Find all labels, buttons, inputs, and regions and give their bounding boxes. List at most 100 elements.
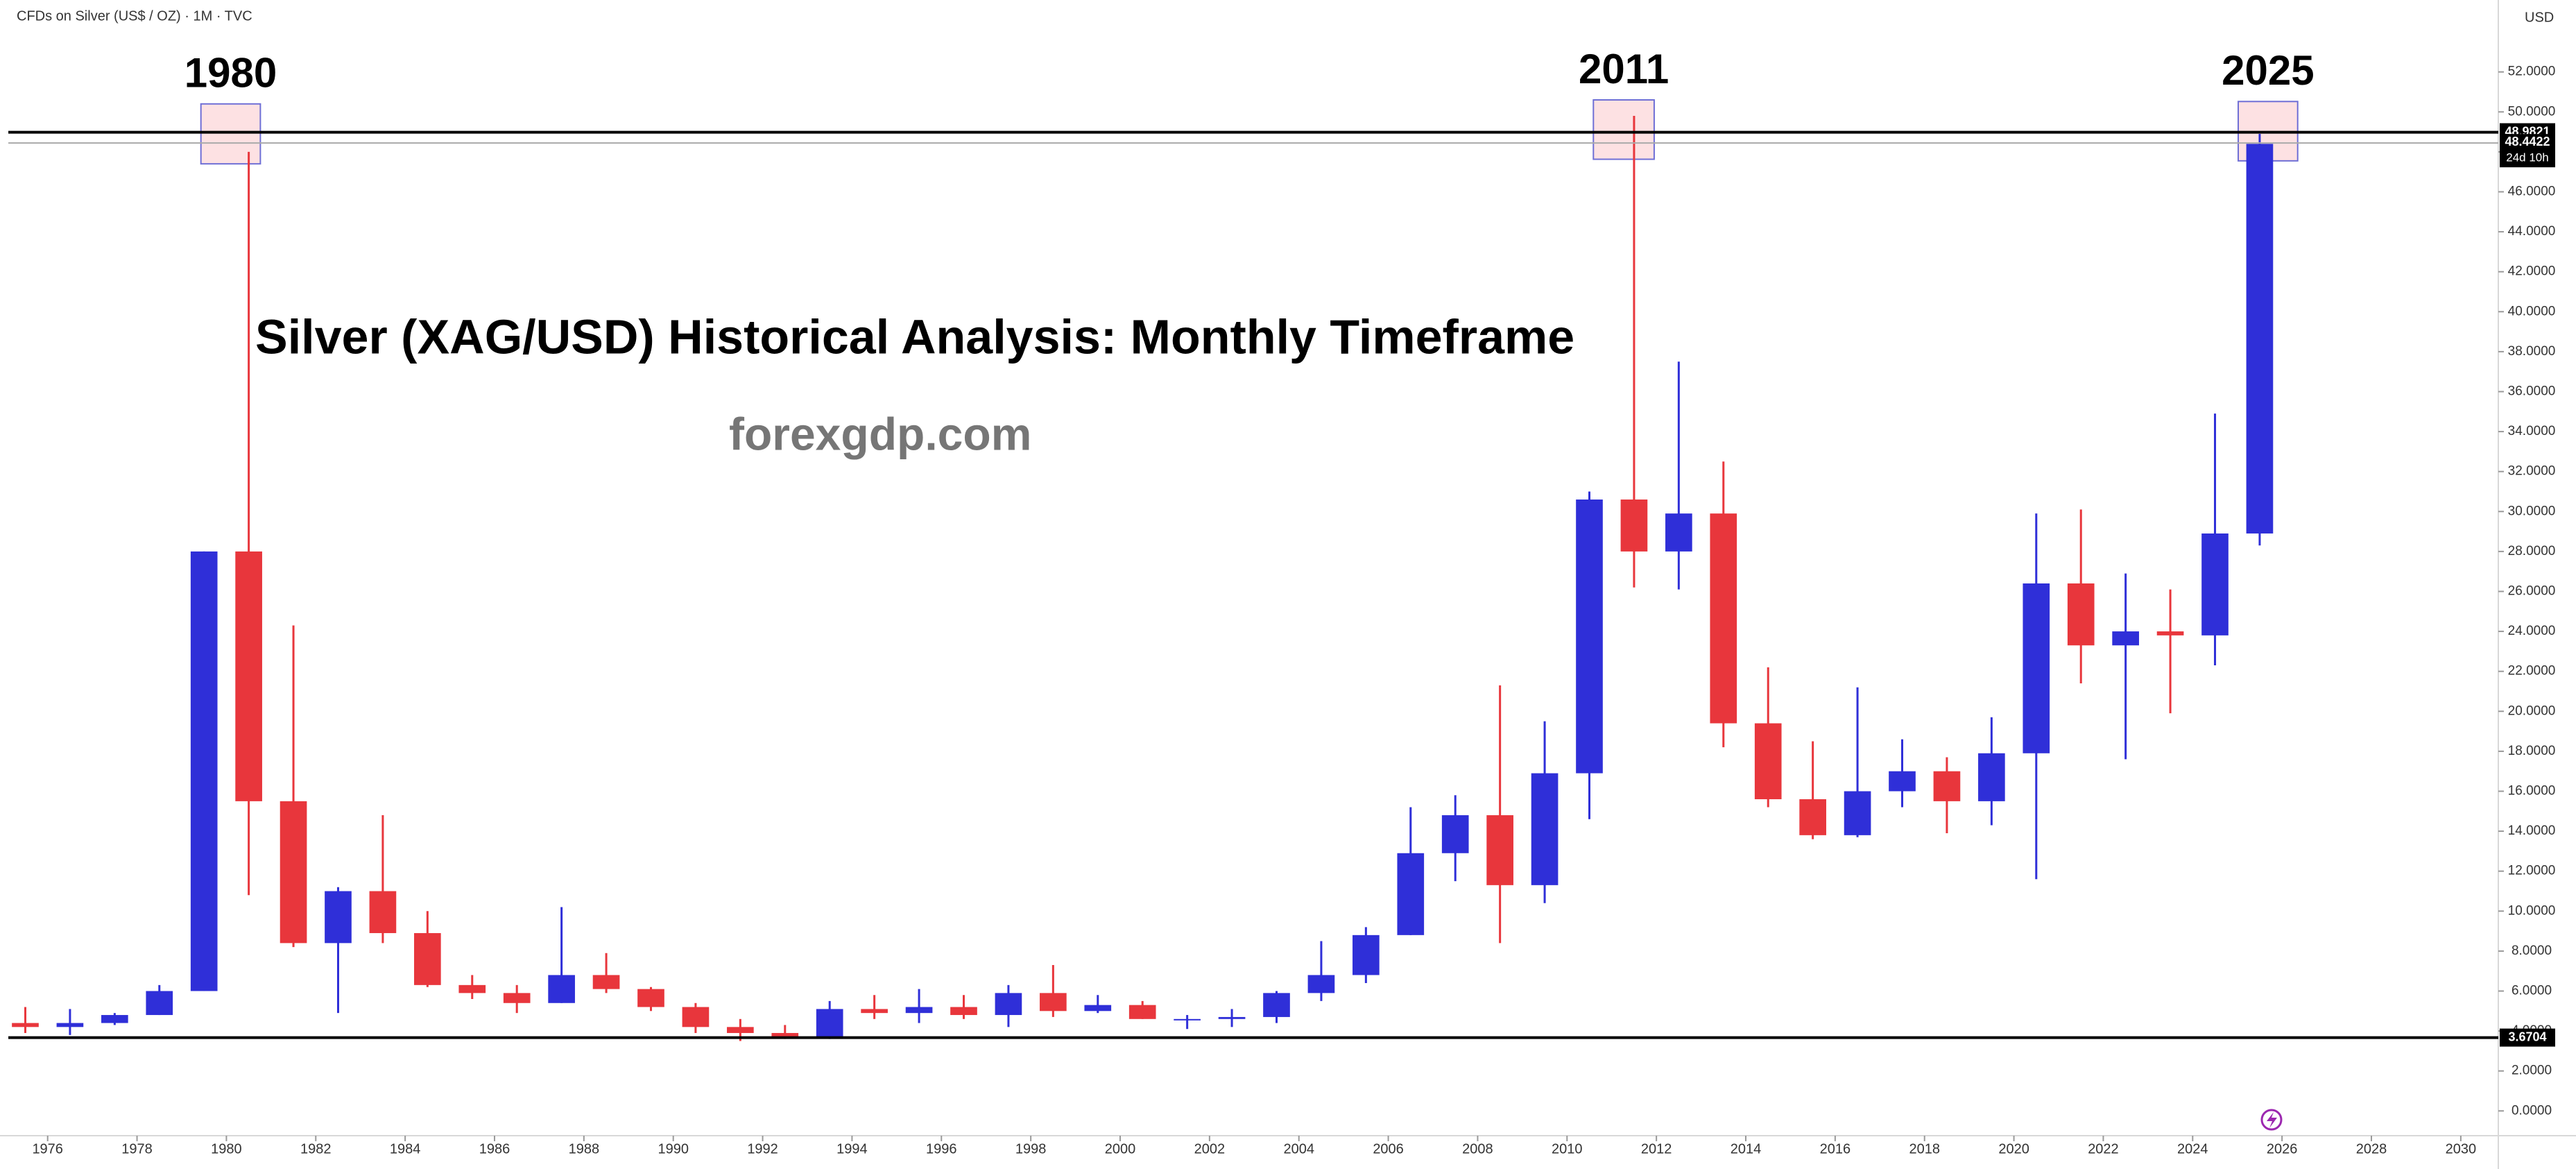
candle-body [146, 991, 173, 1016]
candle-body [190, 551, 218, 991]
y-tick-label: 0.0000 [2511, 1103, 2552, 1118]
candle-body [1620, 500, 1648, 552]
x-tick-label: 1976 [32, 1141, 63, 1157]
y-tick-label: 30.0000 [2508, 504, 2556, 518]
candle-body [816, 1009, 843, 1037]
y-tick-label: 2.0000 [2511, 1064, 2552, 1078]
candle-body [1218, 1016, 1246, 1019]
highlight-box [1592, 99, 1655, 160]
candle-body [1978, 753, 2005, 801]
candle-body [1486, 815, 1513, 885]
symbol-label: CFDs on Silver (US$ / OZ) · 1M · TVC [17, 8, 252, 24]
x-tick-label: 2026 [2267, 1141, 2298, 1157]
x-tick-label: 2028 [2356, 1141, 2387, 1157]
x-tick-label: 1990 [658, 1141, 689, 1157]
candle-body [1397, 853, 1425, 935]
chart-title: Silver (XAG/USD) Historical Analysis: Mo… [255, 309, 1574, 364]
y-tick-label: 12.0000 [2508, 864, 2556, 878]
candle-body [592, 975, 620, 989]
y-tick-label: 50.0000 [2508, 104, 2556, 119]
x-tick-label: 1992 [747, 1141, 778, 1157]
candle-body [1263, 993, 1290, 1017]
x-tick-label: 1984 [390, 1141, 421, 1157]
x-tick-label: 2006 [1373, 1141, 1404, 1157]
candle-body [369, 891, 397, 933]
x-tick-label: 1980 [211, 1141, 242, 1157]
candle-body [1799, 799, 1826, 835]
candle-body [1174, 1018, 1201, 1021]
price-tag-label: 48.4422 [2505, 135, 2550, 148]
highlight-box [200, 103, 261, 165]
y-tick-label: 32.0000 [2508, 464, 2556, 479]
x-tick-label: 2016 [1820, 1141, 1851, 1157]
x-tick-label: 2014 [1731, 1141, 1762, 1157]
y-tick-label: 18.0000 [2508, 744, 2556, 758]
x-tick-label: 2018 [1909, 1141, 1940, 1157]
y-tick-label: 20.0000 [2508, 703, 2556, 718]
annotation-label: 2011 [1579, 46, 1669, 92]
y-tick-label: 16.0000 [2508, 784, 2556, 799]
candle-body [637, 989, 664, 1007]
x-tick-label: 2020 [1998, 1141, 2029, 1157]
x-tick-label: 2000 [1105, 1141, 1136, 1157]
candle-body [995, 993, 1022, 1016]
candle-body [2246, 144, 2274, 534]
candle-body [503, 993, 531, 1003]
countdown-label: 24d 10h [2506, 151, 2548, 164]
x-tick-label: 1978 [121, 1141, 153, 1157]
annotation-label: 1980 [184, 50, 277, 96]
x-tick-label: 2022 [2088, 1141, 2119, 1157]
price-tag [2500, 1028, 2555, 1047]
candle-body [56, 1023, 84, 1027]
candle-body [414, 932, 441, 985]
candle-body [727, 1027, 754, 1033]
y-tick-label: 6.0000 [2511, 984, 2552, 998]
candle-body [1128, 1005, 1156, 1019]
price-tag-label: 3.6704 [2508, 1030, 2546, 1043]
y-tick-label: 10.0000 [2508, 903, 2556, 918]
currency-label: USD [2525, 10, 2554, 25]
candle-body [458, 984, 486, 993]
y-tick-label: 14.0000 [2508, 824, 2556, 838]
y-tick-label: 44.0000 [2508, 224, 2556, 239]
y-tick-label: 8.0000 [2511, 944, 2552, 958]
candle-body [1844, 791, 1871, 835]
x-tick-label: 1988 [569, 1141, 600, 1157]
candle-body [2112, 631, 2139, 646]
x-tick-label: 1998 [1015, 1141, 1047, 1157]
y-tick-label: 24.0000 [2508, 624, 2556, 638]
candle-body [1307, 975, 1335, 993]
candle-body [2023, 583, 2050, 753]
y-tick-label: 52.0000 [2508, 65, 2556, 79]
candle-body [1754, 723, 1782, 800]
alert-icon[interactable] [2260, 1109, 2283, 1131]
x-tick-label: 1994 [836, 1141, 868, 1157]
candle-body [1889, 771, 1916, 792]
candle-body [950, 1007, 977, 1016]
x-tick-label: 1996 [926, 1141, 957, 1157]
price-tag [2500, 134, 2555, 168]
y-tick-label: 40.0000 [2508, 304, 2556, 318]
x-tick-label: 2004 [1283, 1141, 1314, 1157]
x-tick-label: 2002 [1194, 1141, 1226, 1157]
candle-body [235, 551, 262, 801]
x-tick-label: 2030 [2446, 1141, 2477, 1157]
y-tick-label: 42.0000 [2508, 264, 2556, 279]
candle-body [905, 1007, 933, 1014]
y-tick-label: 28.0000 [2508, 544, 2556, 558]
candle-body [325, 891, 352, 944]
y-tick-label: 36.0000 [2508, 384, 2556, 398]
candle-body [12, 1023, 39, 1027]
y-tick-label: 46.0000 [2508, 184, 2556, 198]
y-tick-label: 26.0000 [2508, 583, 2556, 598]
x-tick-label: 2024 [2177, 1141, 2208, 1157]
candle-body [2201, 533, 2229, 635]
candle-body [771, 1032, 799, 1037]
candle-body [1531, 773, 1559, 885]
x-tick-label: 1982 [300, 1141, 332, 1157]
annotation-label: 2025 [2222, 47, 2314, 94]
y-tick-label: 22.0000 [2508, 664, 2556, 679]
candle-body [548, 975, 575, 1003]
candle-body [280, 801, 307, 944]
